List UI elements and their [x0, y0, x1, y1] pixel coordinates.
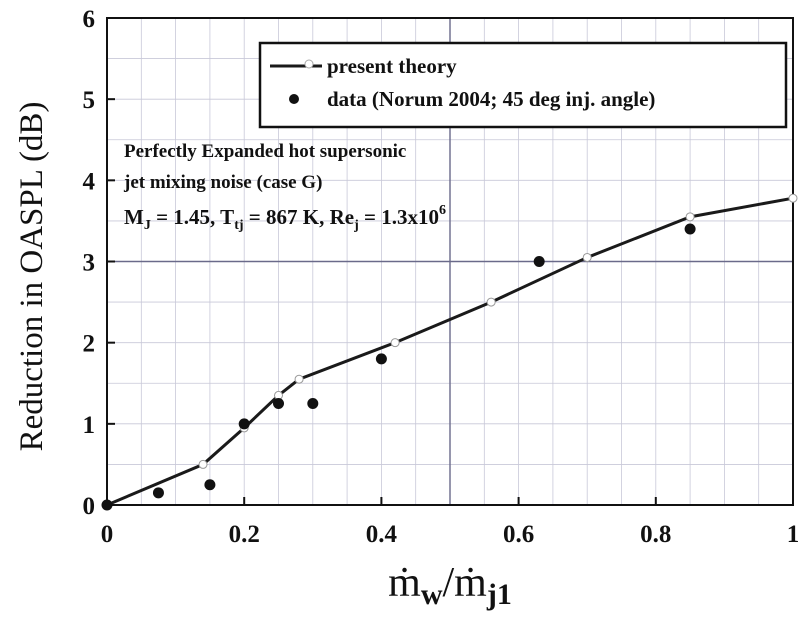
- y-tick-label: 5: [83, 87, 96, 114]
- legend-dot-swatch: [289, 94, 299, 104]
- annot-m: M: [124, 205, 144, 229]
- y-tick-label: 1: [83, 412, 96, 439]
- annot-re: Re: [330, 205, 355, 229]
- theory-marker: [486, 297, 496, 307]
- y-axis-label: Reduction in OASPL (dB): [14, 102, 50, 452]
- y-tick-label: 3: [83, 250, 96, 277]
- legend-box: [258, 41, 788, 129]
- x-label-numerator-subscript: w: [421, 578, 443, 611]
- annot-t: T: [220, 205, 234, 229]
- data-point: [533, 256, 545, 267]
- x-tick-label: 0.8: [640, 521, 671, 548]
- y-tick-label: 0: [83, 493, 96, 520]
- data-point: [307, 398, 319, 410]
- legend-open-circle-swatch: [304, 59, 314, 69]
- annot-m-val: = 1.45,: [151, 205, 220, 229]
- x-tick-label: 1: [787, 521, 798, 548]
- y-tick-label: 4: [83, 168, 96, 195]
- theory-marker: [788, 193, 798, 203]
- x-axis-label: ṁw/ṁj1: [388, 560, 512, 611]
- legend-entry-data: data (Norum 2004; 45 deg inj. angle): [327, 87, 655, 111]
- annotation-line-3: MJ = 1.45, Ttj = 867 K, Rej = 1.3x106: [124, 203, 446, 233]
- y-tick-label: 6: [83, 6, 96, 33]
- annot-re-sub: j: [353, 218, 359, 233]
- annot-re-exp: 6: [439, 203, 446, 218]
- annotation-line-2: jet mixing noise (case G): [123, 172, 322, 193]
- x-tick-label: 0: [101, 521, 114, 548]
- x-label-denominator: ṁ: [454, 560, 487, 606]
- annot-t-val: = 867 K,: [244, 205, 330, 229]
- x-label-numerator: ṁ: [388, 560, 421, 606]
- data-point: [375, 353, 387, 365]
- legend-entry-present-theory: present theory: [327, 54, 457, 78]
- x-axis-ticks: 0 0.2 0.4 0.6 0.8 1: [101, 497, 798, 548]
- annotation-line-1: Perfectly Expanded hot supersonic: [124, 141, 406, 162]
- data-point: [273, 398, 284, 410]
- theory-marker: [685, 212, 695, 222]
- x-tick-label: 0.2: [229, 521, 260, 548]
- y-axis-ticks: 0 1 2 3 4 5 6: [83, 6, 115, 520]
- annot-re-val: = 1.3x10: [359, 205, 439, 229]
- data-point: [238, 418, 250, 430]
- data-point: [684, 223, 696, 235]
- theory-marker: [294, 374, 304, 384]
- theory-marker: [390, 338, 400, 348]
- theory-marker: [582, 252, 592, 262]
- data-point: [204, 479, 216, 491]
- annotation: Perfectly Expanded hot supersonic jet mi…: [123, 141, 446, 233]
- y-tick-label: 2: [83, 331, 96, 358]
- x-tick-label: 0.6: [503, 521, 534, 548]
- annot-t-sub: tj: [234, 218, 243, 233]
- data-point: [101, 499, 113, 511]
- theory-marker: [198, 459, 208, 469]
- annot-m-sub: J: [144, 218, 151, 233]
- x-tick-label: 0.4: [366, 521, 398, 548]
- x-label-denominator-subscript: j1: [486, 578, 512, 611]
- data-point: [152, 487, 164, 499]
- series-points-data: [101, 223, 696, 511]
- series-line-present-theory: [106, 196, 794, 507]
- x-label-slash: /: [443, 560, 455, 606]
- legend: present theory data (Norum 2004; 45 deg …: [258, 41, 788, 129]
